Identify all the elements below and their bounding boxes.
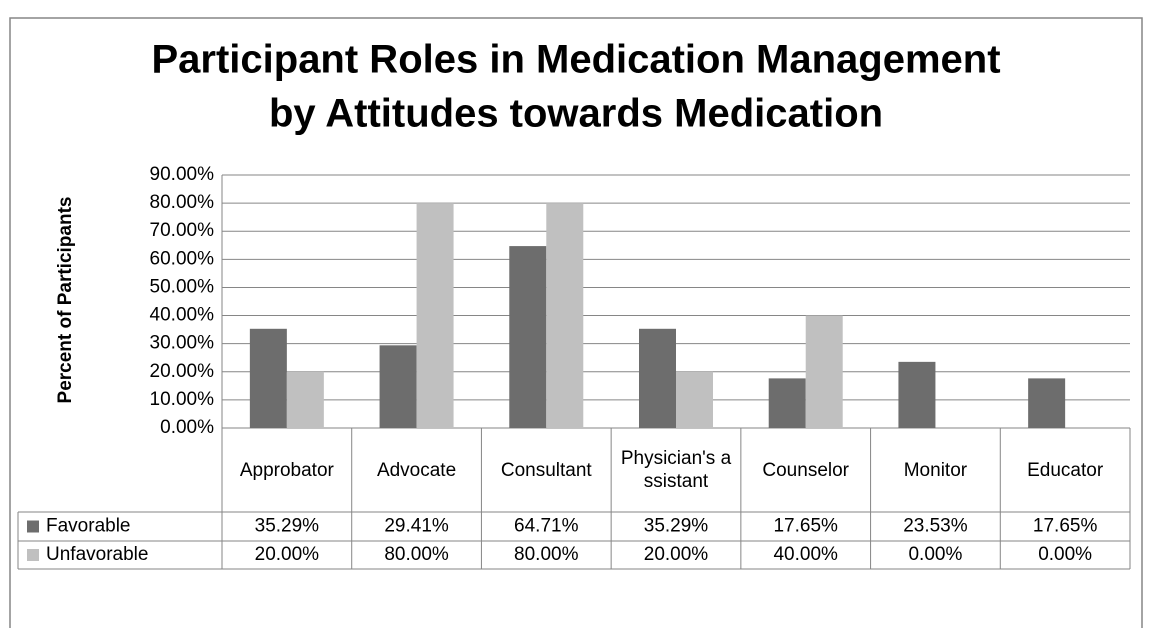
data-table-value: 40.00% [773,544,838,565]
bar [898,361,936,428]
y-tick-label: 90.00% [150,164,215,185]
x-tick-label: Advocate [376,459,457,481]
chart-frame [9,17,1143,628]
bar [1028,378,1066,428]
bar [379,345,417,428]
legend-key [27,549,39,561]
data-table-value: 35.29% [255,516,320,537]
x-tick-label: Monitor [903,459,968,481]
bar [546,203,584,428]
data-table-value: 23.53% [903,516,968,537]
chart-title: by Attitudes towards Medication [269,92,883,136]
y-tick-label: 60.00% [150,248,215,269]
bar [286,371,324,428]
data-table-value: 29.41% [384,516,449,537]
y-tick-label: 0.00% [160,417,214,438]
legend-label: Unfavorable [46,544,148,565]
bar [676,371,713,428]
y-tick-label: 70.00% [150,220,215,241]
y-axis-label: Percent of Participants [55,197,76,404]
data-table-value: 20.00% [644,544,709,565]
data-table-value: 0.00% [1038,544,1092,565]
bar [416,203,454,428]
legend-label: Favorable [46,516,131,537]
bar [768,378,806,428]
y-tick-label: 50.00% [150,276,215,297]
data-table-value: 0.00% [908,544,962,565]
data-table-value: 20.00% [255,544,320,565]
legend-key [27,520,39,533]
x-tick-label: Consultant [500,459,592,481]
chart-title: Participant Roles in Medication Manageme… [151,38,1000,82]
x-tick-label: Physician's assistant [620,448,732,492]
y-tick-label: 40.00% [150,305,215,326]
bar [249,328,287,428]
y-tick-label: 20.00% [150,361,215,382]
y-tick-label: 10.00% [150,389,215,410]
data-table-value: 80.00% [514,544,579,565]
bar [639,328,676,428]
data-table-value: 17.65% [1033,516,1098,537]
x-tick-label: Approbator [239,459,334,481]
x-tick-label: Educator [1027,459,1104,481]
data-table-value: 17.65% [773,516,838,537]
data-table-value: 35.29% [644,516,709,537]
data-table-value: 80.00% [384,544,449,565]
bar [805,315,843,428]
x-tick-label: Counselor [762,459,849,481]
y-tick-label: 30.00% [150,333,215,354]
data-table-value: 64.71% [514,516,579,537]
y-tick-label: 80.00% [150,192,215,213]
bar [509,246,547,428]
